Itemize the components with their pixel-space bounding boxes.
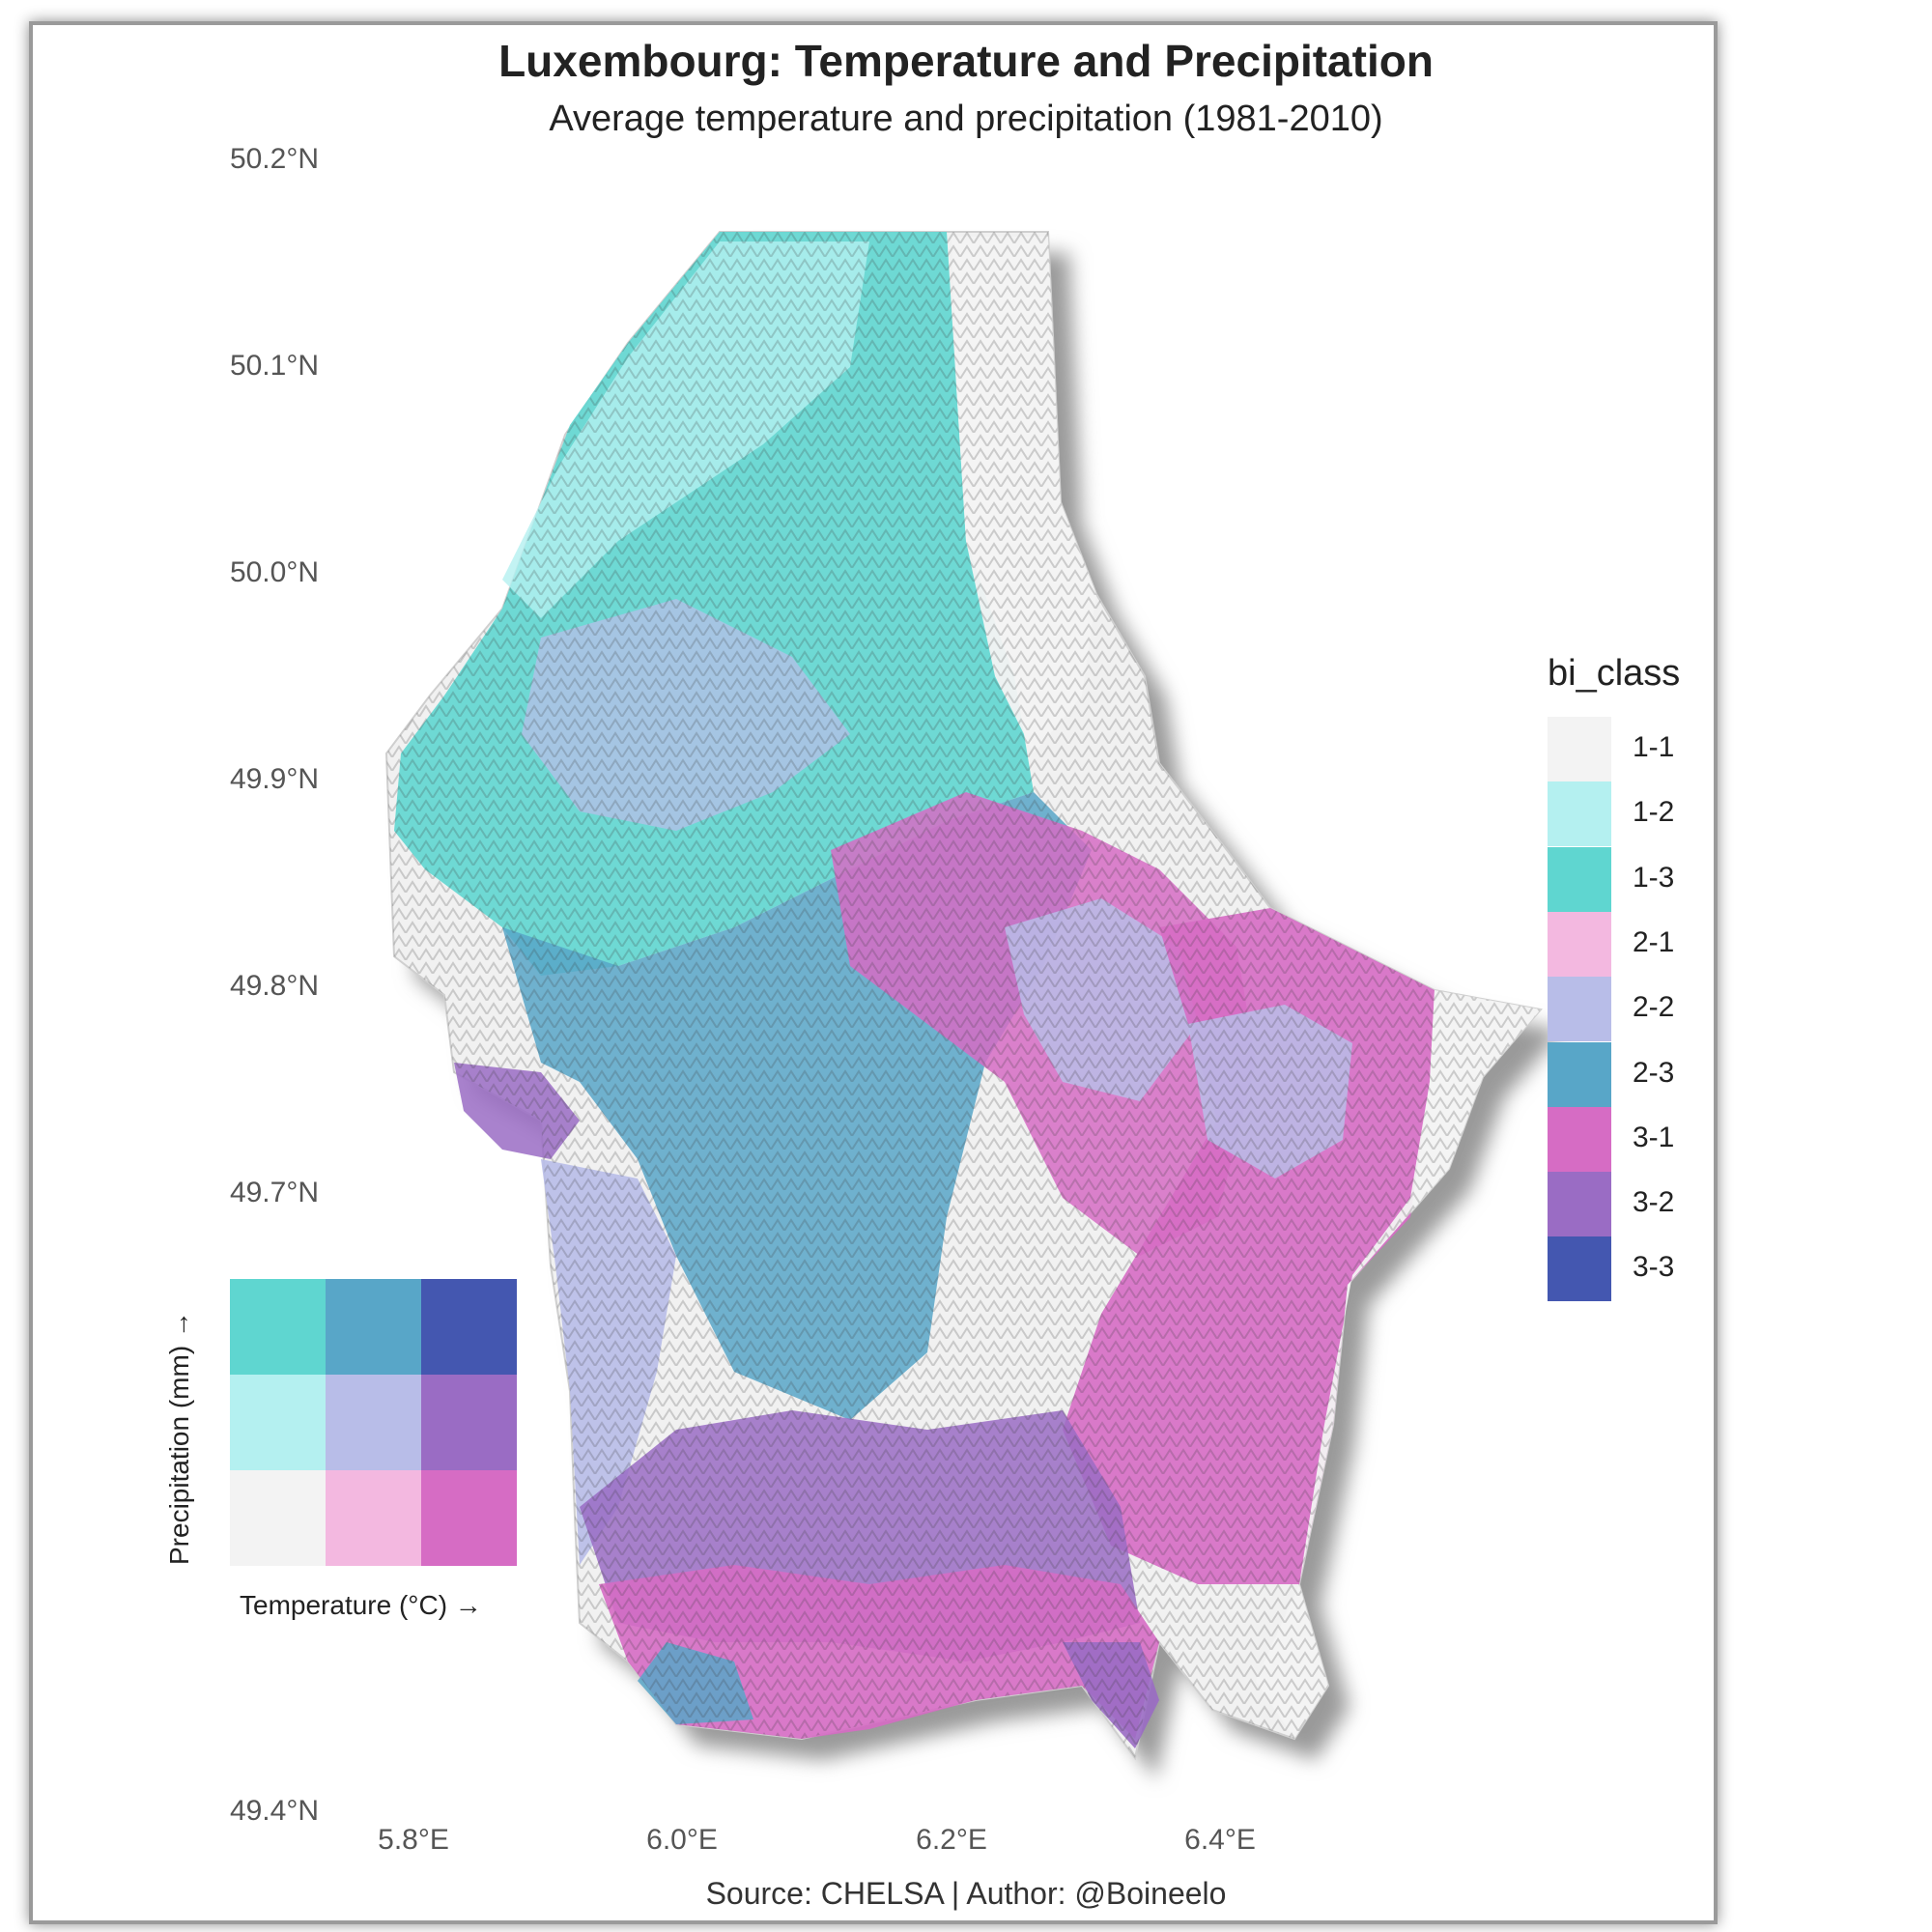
legend-item-3-1: 3-1 <box>1548 1106 1779 1172</box>
legend-item-1-1: 1-1 <box>1548 717 1779 781</box>
lat-tick-label: 50.2°N <box>229 143 319 175</box>
legend-label: 1-1 <box>1633 731 1675 763</box>
legend-swatch <box>1548 1236 1611 1302</box>
lon-tick-label: 6.4°E <box>1184 1824 1256 1856</box>
legend-label: 2-2 <box>1633 991 1675 1024</box>
legend-title: bi_class <box>1548 653 1681 694</box>
legend-swatch <box>1548 781 1611 847</box>
legend-label: 3-1 <box>1633 1121 1675 1153</box>
bivariate-cell-2-1 <box>326 1470 421 1566</box>
bivariate-y-label: Precipitation (mm) → <box>164 1311 194 1565</box>
legend-label: 1-3 <box>1633 861 1675 894</box>
lat-tick-label: 49.7°N <box>229 1177 319 1208</box>
terrain-relief <box>386 232 1541 1758</box>
lat-tick-label: 49.4°N <box>229 1795 319 1827</box>
source-caption: Source: CHELSA | Author: @Boineelo <box>705 1876 1227 1911</box>
bivariate-cell-1-1 <box>230 1470 326 1566</box>
bivariate-cell-3-2 <box>421 1375 517 1470</box>
legend-label: 2-1 <box>1633 925 1675 958</box>
chart-subtitle: Average temperature and precipitation (1… <box>549 99 1383 139</box>
legend-swatch <box>1548 717 1611 781</box>
legend-swatch <box>1548 977 1611 1042</box>
legend-item-2-3: 2-3 <box>1548 1041 1779 1107</box>
lon-tick-label: 5.8°E <box>378 1824 449 1856</box>
legend-item-2-2: 2-2 <box>1548 977 1779 1042</box>
legend-item-3-2: 3-2 <box>1548 1172 1779 1237</box>
bivariate-x-label: Temperature (°C) → <box>240 1590 482 1620</box>
lat-tick-label: 50.0°N <box>229 556 319 588</box>
legend-item-3-3: 3-3 <box>1548 1236 1779 1302</box>
bivariate-cell-2-2 <box>326 1375 421 1470</box>
bivariate-cell-1-2 <box>230 1375 326 1470</box>
bivariate-cell-1-3 <box>230 1279 326 1375</box>
legend-label: 1-2 <box>1633 796 1675 829</box>
lon-tick-label: 6.0°E <box>646 1824 718 1856</box>
lon-tick-label: 6.2°E <box>916 1824 987 1856</box>
legend-item-1-3: 1-3 <box>1548 846 1779 912</box>
legend-swatch <box>1548 911 1611 977</box>
legend-item-1-2: 1-2 <box>1548 781 1779 847</box>
legend-label: 2-3 <box>1633 1056 1675 1089</box>
legend-item-2-1: 2-1 <box>1548 911 1779 977</box>
legend-swatch <box>1548 1041 1611 1107</box>
chart-title: Luxembourg: Temperature and Precipitatio… <box>498 36 1434 86</box>
bivariate-cell-2-3 <box>326 1279 421 1375</box>
legend-label: 3-3 <box>1633 1251 1675 1284</box>
legend-swatch <box>1548 1106 1611 1172</box>
lat-tick-label: 49.9°N <box>229 763 319 795</box>
lat-tick-label: 49.8°N <box>229 970 319 1002</box>
legend-swatch <box>1548 846 1611 912</box>
bivariate-cell-3-3 <box>421 1279 517 1375</box>
bivariate-cell-3-1 <box>421 1470 517 1566</box>
legend-swatch <box>1548 1172 1611 1237</box>
lat-tick-label: 50.1°N <box>229 350 319 382</box>
legend-label: 3-2 <box>1633 1186 1675 1219</box>
